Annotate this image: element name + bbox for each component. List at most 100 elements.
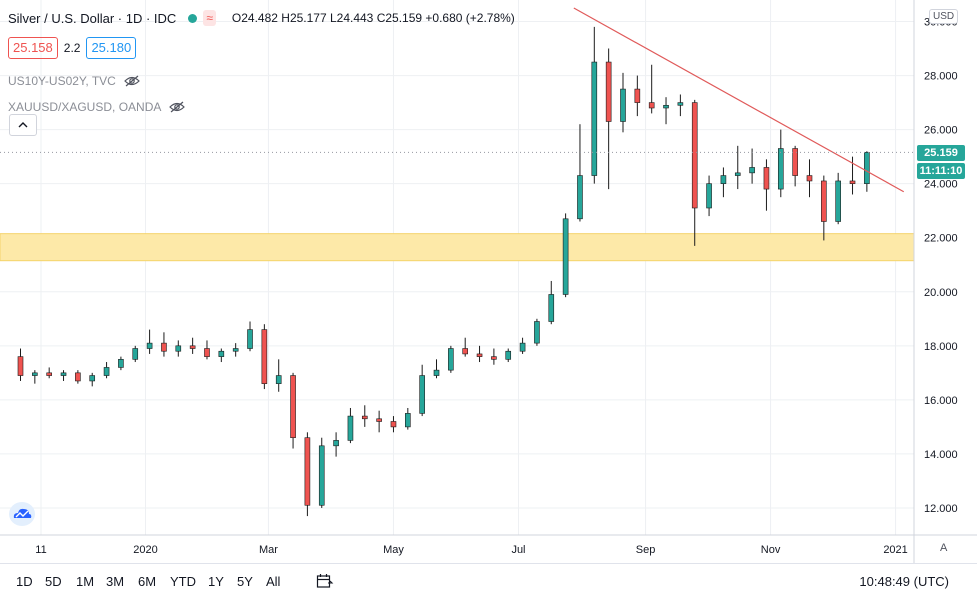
last-price-label: 25.159 bbox=[917, 145, 965, 161]
price-tick-label: 22.000 bbox=[924, 233, 958, 245]
cloud-logo-icon bbox=[13, 508, 32, 518]
candle-body bbox=[275, 375, 282, 384]
candle-body bbox=[864, 152, 870, 184]
candle-body bbox=[491, 356, 497, 360]
candle-body bbox=[333, 440, 339, 447]
candle-body bbox=[247, 329, 253, 349]
collapse-legend-button[interactable] bbox=[9, 114, 37, 136]
candle-body bbox=[218, 350, 225, 357]
candle-body bbox=[405, 413, 411, 428]
price-tick-label: 18.000 bbox=[924, 341, 958, 353]
time-tick-label: Jul bbox=[511, 544, 525, 556]
chevron-up-icon bbox=[18, 122, 28, 128]
price-tick-label: 14.000 bbox=[924, 449, 958, 461]
eye-slash-icon[interactable] bbox=[169, 101, 186, 113]
candle-body bbox=[318, 445, 325, 506]
candle-body bbox=[132, 348, 139, 360]
price-tick-label: 12.000 bbox=[924, 503, 958, 515]
candle-body bbox=[648, 102, 655, 109]
time-tick-label: 11 bbox=[35, 544, 46, 556]
candle-body bbox=[261, 329, 268, 384]
candle-body bbox=[32, 372, 38, 376]
range-6m-button[interactable]: 6M bbox=[138, 574, 157, 589]
candle-body bbox=[17, 356, 24, 376]
candle-body bbox=[161, 342, 167, 352]
trendline bbox=[573, 7, 905, 193]
candle-body bbox=[46, 372, 52, 376]
ohlc-values: O24.482 H25.177 L24.443 C25.159 +0.680 (… bbox=[231, 11, 515, 25]
eye-slash-icon[interactable] bbox=[123, 75, 140, 87]
candle-body bbox=[290, 375, 296, 439]
range-3m-button[interactable]: 3M bbox=[106, 574, 125, 589]
candle-body bbox=[448, 348, 454, 371]
candle-body bbox=[534, 321, 540, 344]
candle-body bbox=[763, 167, 770, 190]
time-tick-label: Sep bbox=[636, 544, 656, 556]
range-1m-button[interactable]: 1M bbox=[76, 574, 95, 589]
candle-body bbox=[620, 88, 626, 122]
candle-body bbox=[376, 418, 382, 422]
candle-body bbox=[505, 350, 512, 360]
tradingview-logo[interactable] bbox=[9, 502, 35, 526]
currency-badge[interactable]: USD bbox=[929, 9, 959, 24]
candle-body bbox=[519, 342, 526, 352]
time-tick-label: 2020 bbox=[133, 544, 157, 556]
candle-body bbox=[462, 348, 468, 355]
candle-body bbox=[691, 102, 698, 209]
range-1y-button[interactable]: 1Y bbox=[208, 574, 224, 589]
candle-body bbox=[663, 104, 669, 109]
buy-price-button[interactable]: 25.180 bbox=[86, 37, 137, 59]
candle-body bbox=[577, 175, 583, 220]
study-label: XAUUSD/XAGUSD, OANDA bbox=[8, 100, 162, 114]
calendar-range-icon[interactable] bbox=[316, 573, 334, 589]
candle-body bbox=[304, 437, 311, 506]
candle-body bbox=[433, 369, 440, 376]
candle-body bbox=[118, 359, 124, 368]
candle-body bbox=[605, 61, 612, 122]
candle-body bbox=[103, 367, 110, 376]
auto-scale-button[interactable]: A bbox=[940, 542, 948, 554]
candle-body bbox=[634, 88, 641, 103]
candle-body bbox=[591, 61, 598, 176]
utc-clock[interactable]: 10:48:49 (UTC) bbox=[859, 574, 949, 589]
candle-body bbox=[146, 342, 153, 349]
symbol-legend: Silver / U.S. Dollar · 1D · IDC ≈ O24.48… bbox=[8, 10, 515, 26]
candle-body bbox=[720, 175, 727, 184]
quote-boxes: 25.158 2.2 25.180 bbox=[8, 37, 137, 59]
wave-icon[interactable]: ≈ bbox=[203, 10, 216, 26]
candle-body bbox=[361, 415, 368, 420]
candle-body bbox=[204, 348, 210, 357]
candle-body bbox=[189, 345, 196, 349]
study-item[interactable]: US10Y-US02Y, TVC bbox=[8, 68, 185, 94]
candle-body bbox=[476, 353, 483, 357]
candle-body bbox=[806, 175, 813, 182]
candle-body bbox=[562, 218, 569, 295]
candle-body bbox=[548, 294, 555, 322]
study-label: US10Y-US02Y, TVC bbox=[8, 74, 116, 88]
range-1d-button[interactable]: 1D bbox=[16, 574, 33, 589]
price-tick-label: 26.000 bbox=[924, 125, 958, 137]
time-tick-label: 2021 bbox=[883, 544, 907, 556]
sell-price-button[interactable]: 25.158 bbox=[8, 37, 58, 59]
range-5y-button[interactable]: 5Y bbox=[237, 574, 253, 589]
candle-body bbox=[706, 183, 712, 209]
candle-body bbox=[677, 102, 684, 106]
time-tick-label: Mar bbox=[259, 544, 278, 556]
candle-body bbox=[849, 180, 856, 184]
candle-body bbox=[821, 180, 827, 222]
range-5d-button[interactable]: 5D bbox=[45, 574, 62, 589]
study-list: US10Y-US02Y, TVC XAUUSD/XAGUSD, OANDA bbox=[8, 68, 186, 120]
study-item[interactable]: XAUUSD/XAGUSD, OANDA bbox=[8, 94, 186, 120]
time-tick-label: Nov bbox=[761, 544, 781, 556]
symbol-title[interactable]: Silver / U.S. Dollar · 1D · IDC bbox=[8, 10, 177, 26]
candle-body bbox=[347, 415, 354, 441]
bottom-toolbar: 1D 5D 1M 3M 6M YTD 1Y 5Y All 10:48:49 (U… bbox=[0, 563, 977, 600]
range-ytd-button[interactable]: YTD bbox=[170, 574, 196, 589]
price-tick-label: 28.000 bbox=[924, 71, 958, 83]
candle-body bbox=[232, 348, 239, 352]
price-tick-label: 16.000 bbox=[924, 395, 958, 407]
candle-body bbox=[734, 172, 741, 176]
range-all-button[interactable]: All bbox=[266, 574, 281, 589]
